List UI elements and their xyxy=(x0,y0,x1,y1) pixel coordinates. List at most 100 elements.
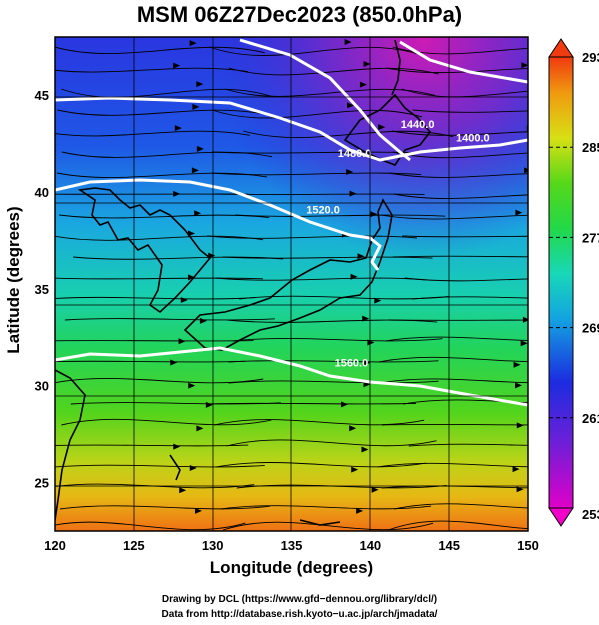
x-tick-label: 125 xyxy=(123,538,145,553)
streamline xyxy=(388,172,528,178)
streamline-arrow xyxy=(196,145,204,152)
streamline xyxy=(211,151,422,154)
colorbar-tick-label: 261 xyxy=(582,411,599,426)
streamline xyxy=(386,67,528,74)
streamline xyxy=(224,88,436,97)
y-tick-label: 35 xyxy=(35,282,49,297)
x-tick-label: 145 xyxy=(438,538,460,553)
y-tick-label: 30 xyxy=(35,379,49,394)
streamline xyxy=(381,485,528,489)
streamline-arrow xyxy=(512,466,520,473)
chart-title: MSM 06Z27Dec2023 (850.0hPa) xyxy=(136,2,463,27)
streamline xyxy=(412,296,528,300)
streamline-arrow xyxy=(173,443,181,450)
streamline xyxy=(61,88,272,98)
streamline xyxy=(55,521,246,531)
streamline-arrow xyxy=(516,422,524,429)
y-axis-label: Latitude (degrees) xyxy=(4,206,23,354)
streamline-arrow xyxy=(205,401,213,408)
streamline-arrow xyxy=(346,168,354,175)
streamline xyxy=(55,360,246,363)
streamline-arrow xyxy=(340,401,348,408)
streamline-arrow xyxy=(170,532,177,538)
streamline xyxy=(404,277,528,282)
streamline xyxy=(378,356,528,363)
streamline-arrow xyxy=(350,273,358,280)
colorbar-tick-label: 253 xyxy=(582,507,599,522)
streamline-arrow xyxy=(189,465,197,472)
streamline-arrow xyxy=(363,60,371,67)
streamline xyxy=(57,109,268,116)
contour-label: 1480.0 xyxy=(338,148,372,160)
streamline-arrow xyxy=(540,273,547,279)
streamline-arrow xyxy=(174,125,182,132)
plot-frame xyxy=(54,36,529,532)
streamline xyxy=(401,88,528,98)
streamline-arrow xyxy=(363,359,371,366)
streamline-arrow xyxy=(347,102,355,109)
streamline-arrow xyxy=(522,316,528,323)
streamline-arrow xyxy=(378,124,386,131)
streamline-arrow xyxy=(196,425,204,432)
streamline xyxy=(221,505,432,510)
coastlines xyxy=(55,39,432,526)
colorbar-max-arrow xyxy=(548,38,574,58)
streamline xyxy=(379,378,528,384)
streamline-arrow xyxy=(179,487,187,494)
colorbar-min-arrow xyxy=(548,507,574,527)
streamline-arrow xyxy=(521,62,528,69)
streamline-arrow xyxy=(524,167,528,174)
streamline xyxy=(206,235,417,239)
streamline xyxy=(393,193,528,199)
streamline xyxy=(412,109,528,113)
streamline xyxy=(55,46,265,54)
streamline xyxy=(388,520,528,531)
credit-data: Data from http://database.rish.kyoto−u.a… xyxy=(161,609,438,620)
streamline xyxy=(73,256,284,260)
streamline xyxy=(228,67,439,76)
streamline-arrow xyxy=(520,340,528,347)
colorbar-bar xyxy=(548,56,574,509)
streamline-arrow xyxy=(358,532,365,538)
streamline xyxy=(55,277,264,280)
streamline xyxy=(55,296,256,300)
streamline-arrow xyxy=(192,103,200,110)
grid-lines xyxy=(55,37,528,531)
geopotential-contours xyxy=(55,38,528,407)
contour-label: 1440.0 xyxy=(401,119,435,131)
y-tick-label: 40 xyxy=(35,185,49,200)
streamline-arrow xyxy=(349,425,357,432)
streamline xyxy=(209,46,420,56)
x-axis-label: Longitude (degrees) xyxy=(209,558,374,577)
streamline xyxy=(55,67,249,73)
colorbar-tick-label: 277 xyxy=(582,230,599,245)
streamline-arrow xyxy=(537,233,544,239)
x-tick-label: 120 xyxy=(44,538,66,553)
colorbar-tick-labels: 293 285 277 269 261 253 xyxy=(549,50,599,522)
streamline xyxy=(55,130,250,137)
streamline-arrow xyxy=(357,253,365,260)
x-tick-label: 140 xyxy=(359,538,381,553)
contour-label: 1400.0 xyxy=(456,133,490,145)
streamline xyxy=(55,235,264,241)
streamline-arrow xyxy=(194,210,202,217)
colorbar: 293 285 277 269 261 253 xyxy=(548,38,599,527)
colorbar-tick-label: 293 xyxy=(582,50,599,65)
streamline-arrow xyxy=(349,190,357,197)
streamline-arrow xyxy=(527,145,528,152)
streamline-arrow xyxy=(351,466,359,473)
streamline xyxy=(385,336,528,342)
map-field: 1400.0 1440.0 1480.0 1520.0 1560.0 xyxy=(55,37,547,538)
colorbar-tick-label: 269 xyxy=(582,321,599,336)
streamline-arrow xyxy=(199,317,207,324)
x-tick-labels: 120 125 130 135 140 145 150 xyxy=(44,538,539,553)
streamline-arrow xyxy=(173,62,181,69)
streamline xyxy=(216,462,427,468)
streamline xyxy=(381,423,528,426)
streamline xyxy=(228,360,439,363)
streamline xyxy=(55,444,249,447)
streamline-arrow xyxy=(361,446,369,453)
streamline-arrow xyxy=(344,39,352,46)
streamline-arrow xyxy=(370,211,378,218)
streamline xyxy=(232,337,443,342)
